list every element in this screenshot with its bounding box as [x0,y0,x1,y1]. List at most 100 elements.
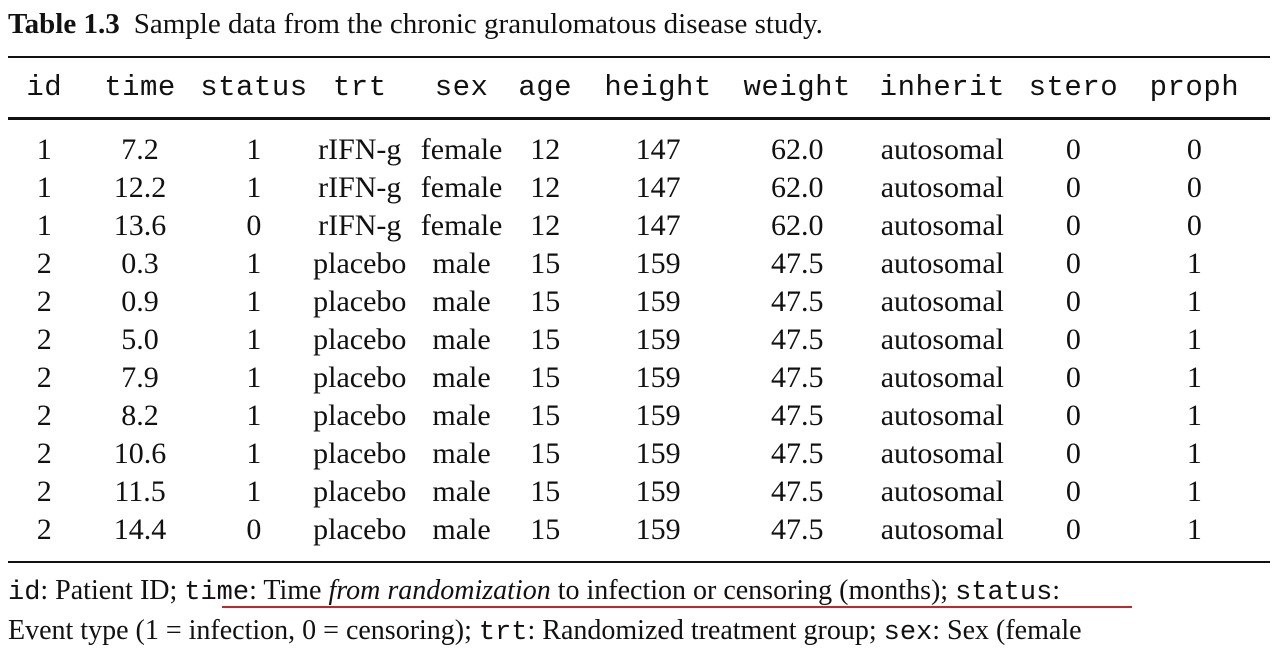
cell-id: 2 [36,285,52,318]
cell-age: 15 [530,513,561,546]
cell-sex: male [432,285,491,318]
cell-age: 15 [530,475,561,508]
cell-status: 1 [246,133,262,166]
cell-proph: 1 [1186,475,1202,508]
cell-weight: 47.5 [770,361,824,394]
cell-status: 1 [246,475,262,508]
cell-sex: male [432,399,491,432]
table-row: 2 0.3 1 placebo male 15 159 47.5 autosomal 0 1 [8,245,1270,283]
cell-height: 147 [635,209,681,242]
column-header-stero: stero [1028,71,1119,104]
cell-stero: 0 [1065,437,1081,470]
cell-status: 1 [246,323,262,356]
cell-proph: 0 [1186,209,1202,242]
cell-trt: placebo [313,323,407,356]
cell-stero: 0 [1065,475,1081,508]
cell-time: 11.5 [114,475,166,508]
cell-stero: 0 [1065,247,1081,280]
cell-trt: placebo [313,475,407,508]
column-header-sex: sex [434,71,489,104]
cell-inherit: autosomal [880,399,1004,432]
column-header-trt: trt [332,71,387,104]
table-row: 2 7.9 1 placebo male 15 159 47.5 autosomal 0 1 [8,359,1270,397]
description-line-1: id: Patient ID; time: Time from randomiz… [8,572,1270,612]
cell-weight: 47.5 [770,285,824,318]
cell-trt: placebo [313,513,407,546]
desc-time-text-b: to infection or censoring (months); [550,575,956,606]
cell-sex: male [432,247,491,280]
cell-proph: 1 [1186,323,1202,356]
desc-trt-text: : Randomized treatment group; [527,615,884,646]
cell-id: 2 [36,247,52,280]
cell-inherit: autosomal [880,513,1004,546]
desc-status-text: Event type (1 = infection, 0 = censoring… [8,615,479,646]
cell-status: 1 [246,361,262,394]
cell-id: 2 [36,475,52,508]
cell-inherit: autosomal [880,133,1004,166]
term-id: id [8,578,41,608]
cell-id: 2 [36,361,52,394]
desc-id-text: : Patient ID; [40,575,185,606]
cell-time: 13.6 [113,209,167,242]
cell-time: 14.4 [113,513,167,546]
cell-inherit: autosomal [880,285,1004,318]
table-row: 2 5.0 1 placebo male 15 159 47.5 autosomal 0 1 [8,321,1270,359]
table-row: 2 11.5 1 placebo male 15 159 47.5 autosomal 0 1 [8,473,1270,511]
cell-weight: 47.5 [770,437,824,470]
cell-stero: 0 [1065,285,1081,318]
cell-status: 1 [246,171,262,204]
cell-sex: male [432,323,491,356]
cell-id: 2 [36,513,52,546]
cell-sex: male [432,513,491,546]
cell-proph: 0 [1186,171,1202,204]
cell-height: 159 [635,399,681,432]
cell-id: 2 [36,437,52,470]
term-time: time [184,578,250,608]
cell-stero: 0 [1065,361,1081,394]
cell-time: 7.9 [121,361,159,394]
desc-sex-text: : Sex (female [932,615,1082,646]
cell-inherit: autosomal [880,437,1004,470]
highlight-underline [222,606,1132,608]
cell-sex: male [432,437,491,470]
table-row: 2 14.4 0 placebo male 15 159 47.5 autosomal 0 1 [8,511,1270,549]
cell-weight: 62.0 [770,171,824,204]
cell-stero: 0 [1065,513,1081,546]
cell-height: 159 [635,247,681,280]
column-header-proph: proph [1149,71,1240,104]
column-header-id: id [26,71,63,104]
cell-time: 10.6 [113,437,167,470]
cell-age: 12 [530,171,561,204]
cell-height: 159 [635,437,681,470]
cell-trt: placebo [313,361,407,394]
cell-proph: 1 [1186,247,1202,280]
term-trt: trt [478,618,528,648]
cell-time: 0.3 [121,247,159,280]
column-header-time: time [104,71,176,104]
column-header-status: status [200,71,308,104]
cell-weight: 47.5 [770,475,824,508]
variable-description: id: Patient ID; time: Time from randomiz… [8,572,1270,652]
column-header-inherit: inherit [879,71,1005,104]
cell-status: 0 [246,513,262,546]
cell-age: 15 [530,361,561,394]
cell-weight: 62.0 [770,209,824,242]
cell-height: 159 [635,513,681,546]
cell-status: 0 [246,209,262,242]
desc-status-colon: : [1052,575,1061,606]
cell-height: 159 [635,475,681,508]
cell-id: 1 [36,209,52,242]
cell-sex: male [432,475,491,508]
cell-height: 147 [635,133,681,166]
table-number: Table 1.3 [8,8,120,40]
cell-sex: female [420,133,503,166]
caption-text: Sample data from the chronic granulomato… [133,8,823,40]
cell-trt: rIFN-g [318,171,402,204]
bottom-rule [8,561,1270,563]
column-header-height: height [604,71,712,104]
cell-proph: 0 [1186,133,1202,166]
description-line-2: Event type (1 = infection, 0 = censoring… [8,612,1270,652]
cell-status: 1 [246,399,262,432]
cell-weight: 47.5 [770,323,824,356]
cell-age: 15 [530,437,561,470]
